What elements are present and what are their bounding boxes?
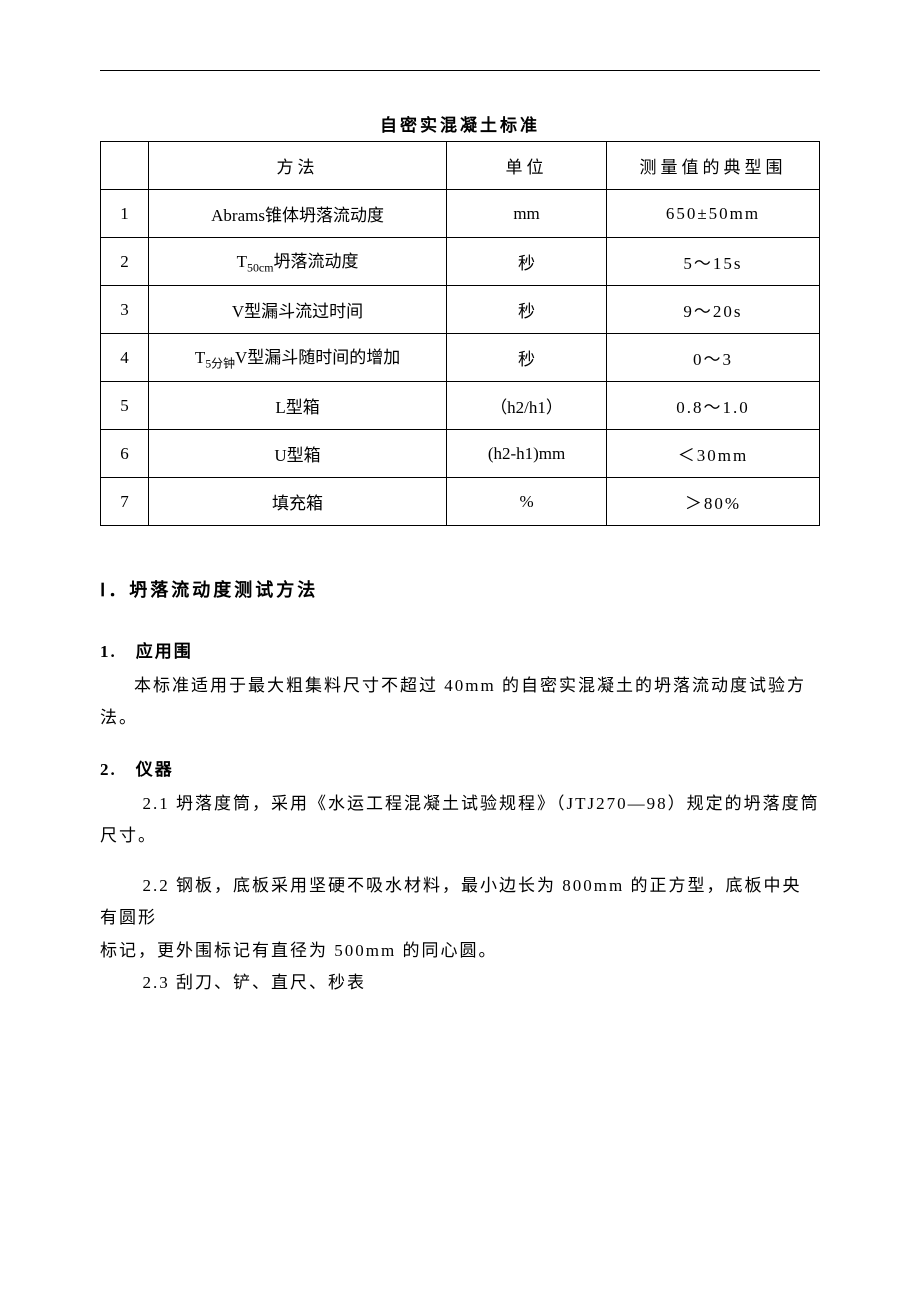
cell-num: 1	[101, 190, 149, 238]
table-row: 6U型箱(h2-h1)mm＜30mm	[101, 430, 820, 478]
table-row: 3V型漏斗流过时间秒9～20s	[101, 286, 820, 334]
cell-range: 0～3	[606, 334, 819, 382]
cell-method: T50cm坍落流动度	[148, 238, 446, 286]
cell-num: 4	[101, 334, 149, 382]
table-row: 7填充箱%＞80%	[101, 478, 820, 526]
cell-range: 9～20s	[606, 286, 819, 334]
cell-range: 5～15s	[606, 238, 819, 286]
cell-unit: 秒	[447, 286, 607, 334]
item-1-text: 本标准适用于最大粗集料尺寸不超过 40mm 的自密实混凝土的坍落流动度试验方法。	[100, 670, 820, 735]
cell-num: 6	[101, 430, 149, 478]
cell-num: 3	[101, 286, 149, 334]
cell-method: L型箱	[148, 382, 446, 430]
cell-num: 2	[101, 238, 149, 286]
cell-num: 5	[101, 382, 149, 430]
table-row: 1Abrams锥体坍落流动度mm650±50mm	[101, 190, 820, 238]
table-row: 5L型箱（h2/h1）0.8～1.0	[101, 382, 820, 430]
table-title: 自密实混凝土标准	[100, 111, 820, 136]
cell-range: ＜30mm	[606, 430, 819, 478]
col-header-unit: 单位	[447, 142, 607, 190]
col-header-num	[101, 142, 149, 190]
col-header-range: 测量值的典型围	[606, 142, 819, 190]
cell-unit: %	[447, 478, 607, 526]
item-2-sub3: 2.3 刮刀、铲、直尺、秒表	[100, 967, 820, 999]
standards-table: 方法 单位 测量值的典型围 1Abrams锥体坍落流动度mm650±50mm2T…	[100, 141, 820, 526]
item-2-sub1: 2.1 坍落度筒，采用《水运工程混凝土试验规程》（JTJ270—98）规定的坍落…	[100, 788, 820, 853]
cell-unit: 秒	[447, 238, 607, 286]
cell-unit: （h2/h1）	[447, 382, 607, 430]
cell-range: 650±50mm	[606, 190, 819, 238]
cell-unit: 秒	[447, 334, 607, 382]
item-1-block: 1. 应用围 本标准适用于最大粗集料尺寸不超过 40mm 的自密实混凝土的坍落流…	[100, 637, 820, 735]
col-header-method: 方法	[148, 142, 446, 190]
item-2-block: 2. 仪器 2.1 坍落度筒，采用《水运工程混凝土试验规程》（JTJ270—98…	[100, 755, 820, 1000]
cell-method: Abrams锥体坍落流动度	[148, 190, 446, 238]
cell-method: T5分钟V型漏斗随时间的增加	[148, 334, 446, 382]
cell-num: 7	[101, 478, 149, 526]
section-title: Ⅰ．坍落流动度测试方法	[100, 576, 820, 602]
cell-unit: (h2-h1)mm	[447, 430, 607, 478]
cell-method: U型箱	[148, 430, 446, 478]
cell-method: 填充箱	[148, 478, 446, 526]
item-2-heading: 2. 仪器	[100, 755, 820, 780]
cell-unit: mm	[447, 190, 607, 238]
cell-range: 0.8～1.0	[606, 382, 819, 430]
cell-range: ＞80%	[606, 478, 819, 526]
table-row: 4T5分钟V型漏斗随时间的增加秒0～3	[101, 334, 820, 382]
table-row: 2T50cm坍落流动度秒5～15s	[101, 238, 820, 286]
item-2-sub2b: 标记，更外围标记有直径为 500mm 的同心圆。	[100, 935, 820, 967]
cell-method: V型漏斗流过时间	[148, 286, 446, 334]
item-1-heading: 1. 应用围	[100, 637, 820, 662]
horizontal-rule	[100, 70, 820, 71]
table-header-row: 方法 单位 测量值的典型围	[101, 142, 820, 190]
item-2-sub2a: 2.2 钢板，底板采用坚硬不吸水材料，最小边长为 800mm 的正方型，底板中央…	[100, 870, 820, 935]
